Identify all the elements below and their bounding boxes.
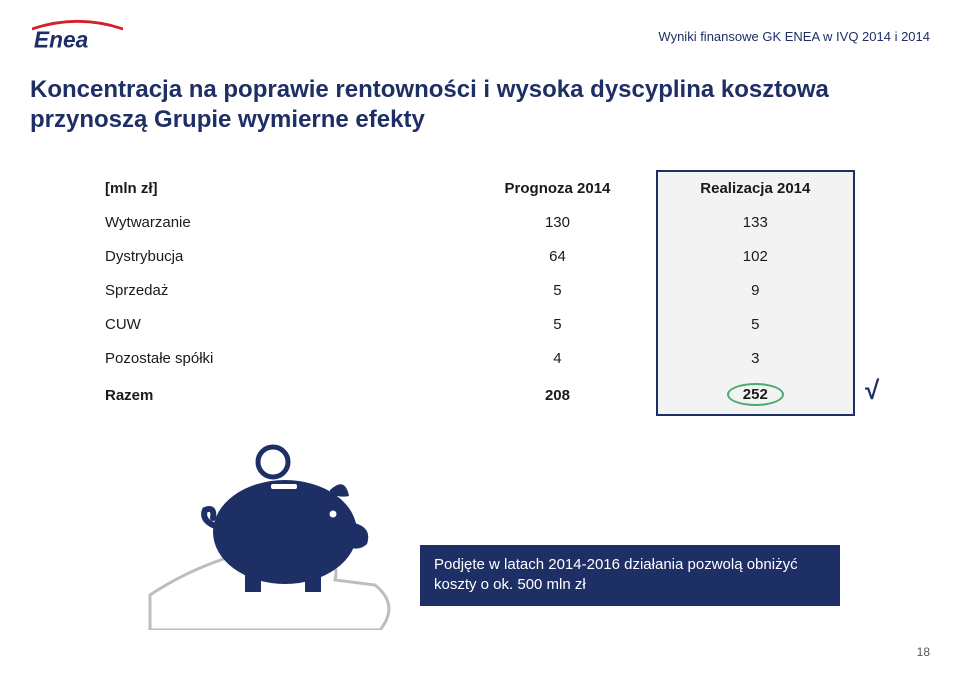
table-row: Pozostałe spółki 4 3: [95, 341, 854, 375]
header-subtitle: Wyniki finansowe GK ENEA w IVQ 2014 i 20…: [658, 29, 930, 44]
enea-logo: Enea: [30, 18, 125, 54]
table-total-row: Razem 208 252: [95, 375, 854, 415]
total-label: Razem: [95, 375, 459, 415]
table-row: Dystrybucja 64 102: [95, 239, 854, 273]
row-prognoza: 5: [459, 307, 656, 341]
table-row: Sprzedaż 5 9: [95, 273, 854, 307]
col-header-label: [mln zł]: [95, 171, 459, 205]
col-header-prognoza: Prognoza 2014: [459, 171, 656, 205]
row-prognoza: 130: [459, 205, 656, 239]
page-number: 18: [917, 645, 930, 659]
row-label: Wytwarzanie: [95, 205, 459, 239]
row-label: Sprzedaż: [95, 273, 459, 307]
row-realizacja: 102: [657, 239, 854, 273]
row-realizacja: 133: [657, 205, 854, 239]
table-row: Wytwarzanie 130 133: [95, 205, 854, 239]
page-title: Koncentracja na poprawie rentowności i w…: [30, 75, 930, 135]
total-prognoza: 208: [459, 375, 656, 415]
row-label: CUW: [95, 307, 459, 341]
row-realizacja: 9: [657, 273, 854, 307]
row-realizacja: 5: [657, 307, 854, 341]
results-table: [mln zł] Prognoza 2014 Realizacja 2014 W…: [95, 170, 855, 416]
table-row: CUW 5 5: [95, 307, 854, 341]
row-realizacja: 3: [657, 341, 854, 375]
circled-total: 252: [727, 383, 784, 406]
checkmark-icon: √: [865, 375, 879, 406]
row-label: Dystrybucja: [95, 239, 459, 273]
total-realizacja: 252: [657, 375, 854, 415]
callout-box: Podjęte w latach 2014-2016 działania poz…: [420, 545, 840, 606]
row-prognoza: 5: [459, 273, 656, 307]
piggy-hand-icon: [145, 440, 405, 630]
svg-text:Enea: Enea: [34, 26, 88, 52]
row-prognoza: 4: [459, 341, 656, 375]
col-header-realizacja: Realizacja 2014: [657, 171, 854, 205]
row-prognoza: 64: [459, 239, 656, 273]
header: Enea Wyniki finansowe GK ENEA w IVQ 2014…: [30, 18, 930, 54]
row-label: Pozostałe spółki: [95, 341, 459, 375]
